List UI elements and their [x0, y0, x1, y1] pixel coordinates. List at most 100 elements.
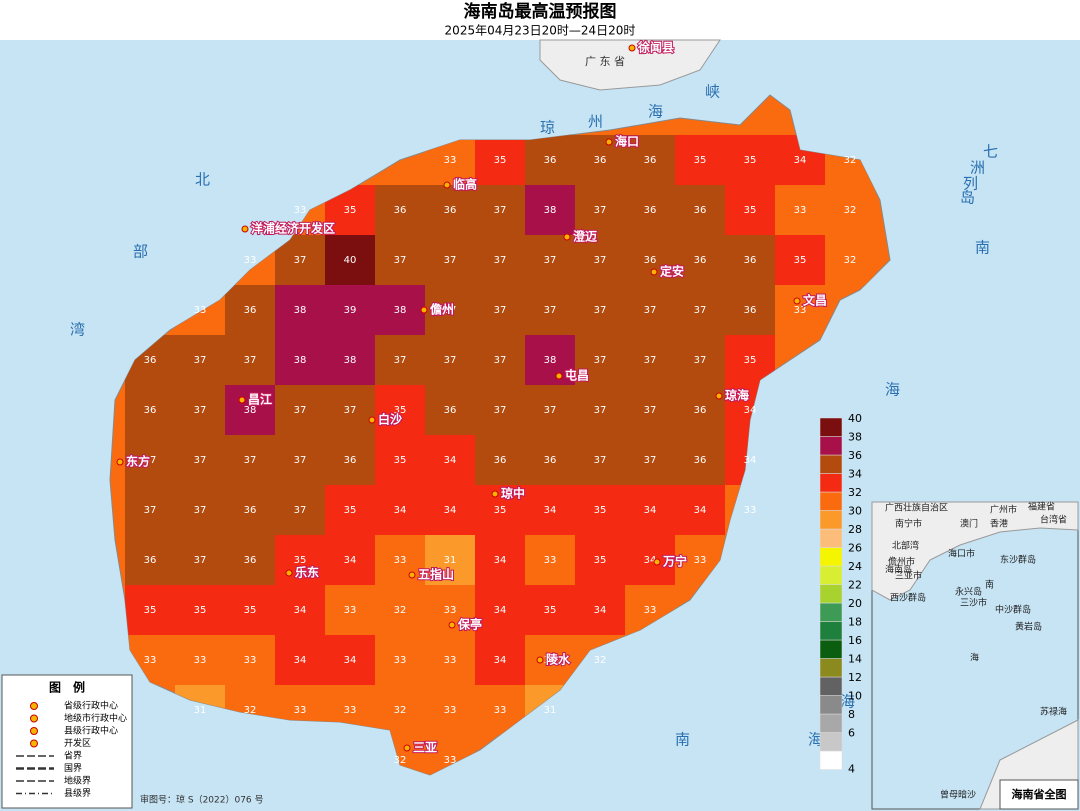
temp-cell: [675, 285, 725, 335]
scale-swatch: [819, 417, 843, 437]
temp-value: 32: [844, 205, 857, 216]
temp-value: 32: [394, 605, 407, 616]
temp-cell: [575, 285, 625, 335]
legend-label: 县级行政中心: [64, 725, 118, 737]
title: 海南岛最高温预报图: [464, 1, 617, 22]
temp-value: 32: [594, 655, 607, 666]
temp-cell: [475, 385, 525, 435]
temp-value: 37: [594, 305, 607, 316]
sea-label: 州: [588, 113, 603, 131]
temp-value: 37: [194, 505, 207, 516]
temp-cell: [525, 635, 575, 685]
sea-label: 南: [675, 731, 690, 749]
temp-cell: [325, 485, 375, 535]
temp-value: 34: [494, 605, 507, 616]
temp-cell: [225, 385, 275, 435]
temp-value: 36: [544, 155, 557, 166]
temp-cell: [475, 135, 525, 185]
temp-value: 31: [194, 705, 207, 716]
place-label: 屯昌: [565, 368, 589, 383]
sea-label: 南: [975, 239, 990, 257]
inset-label: 广州市: [990, 504, 1017, 516]
temp-value: 37: [244, 355, 257, 366]
place-label: 万宁: [662, 554, 687, 569]
temp-value: 35: [194, 605, 207, 616]
temp-value: 33: [444, 755, 457, 766]
temp-cell: [475, 635, 525, 685]
temp-cell: [325, 385, 375, 435]
temp-value: 33: [194, 305, 207, 316]
temp-value: 38: [244, 405, 257, 416]
place-label: 昌江: [248, 392, 272, 407]
temp-cell: [175, 585, 225, 635]
temp-value: 36: [644, 205, 657, 216]
temp-value: 36: [644, 155, 657, 166]
scale-label: 14: [848, 653, 862, 666]
temp-cell: [775, 285, 825, 335]
temp-cell: [625, 485, 675, 535]
place-label: 徐闻县: [637, 40, 674, 55]
temp-cell: [325, 335, 375, 385]
temp-value: 37: [394, 355, 407, 366]
place-dot: [443, 181, 451, 189]
temp-value: 37: [294, 505, 307, 516]
scale-swatch: [819, 510, 843, 530]
temp-cell: [525, 385, 575, 435]
sea-label: 峡: [705, 83, 720, 101]
scale-label: 4: [848, 763, 855, 776]
place-label: 保亭: [457, 617, 482, 632]
temp-value: 36: [144, 355, 157, 366]
temp-value: 38: [544, 205, 557, 216]
temp-value: 32: [394, 705, 407, 716]
legend-symbol: [30, 727, 38, 735]
place-label: 洋浦经济开发区: [251, 221, 335, 236]
temp-value: 34: [494, 655, 507, 666]
temp-value: 33: [344, 705, 357, 716]
temp-value: 32: [844, 155, 857, 166]
place-dot: [403, 744, 411, 752]
scale-swatch: [819, 547, 843, 567]
temp-cell: [375, 385, 425, 435]
temp-cell: [275, 285, 325, 335]
scale-swatch: [819, 713, 843, 733]
scale-swatch: [819, 491, 843, 511]
temp-cell: [375, 635, 425, 685]
temp-cell: [125, 435, 175, 485]
temp-value: 37: [494, 255, 507, 266]
temp-cell: [775, 185, 825, 235]
sea-label: 岛: [960, 189, 975, 207]
temp-cell: [425, 435, 475, 485]
place-label: 琼中: [501, 486, 525, 501]
temp-cell: [425, 685, 475, 735]
temp-value: 35: [594, 505, 607, 516]
scale-label: 28: [848, 523, 862, 536]
temp-value: 37: [594, 355, 607, 366]
temp-value: 37: [444, 355, 457, 366]
place-dot: [793, 297, 801, 305]
temp-value: 37: [494, 205, 507, 216]
temp-cell: [575, 135, 625, 185]
temp-value: 36: [694, 405, 707, 416]
temp-value: 33: [394, 555, 407, 566]
temp-value: 37: [644, 355, 657, 366]
scale-label: 36: [848, 449, 862, 462]
scale-swatch: [819, 732, 843, 752]
temp-value: 33: [194, 655, 207, 666]
legend-symbol: [30, 702, 38, 710]
temp-value: 32: [844, 255, 857, 266]
temp-value: 37: [594, 455, 607, 466]
temp-cell: [725, 285, 775, 335]
place-label: 定安: [660, 264, 684, 279]
inset-label: 三沙市: [960, 597, 987, 609]
temp-cell: [425, 535, 475, 585]
temp-cell: [775, 235, 825, 285]
inset-label: 澳门: [960, 518, 978, 530]
temp-value: 37: [594, 255, 607, 266]
temp-value: 33: [544, 555, 557, 566]
temp-cell: [375, 585, 425, 635]
scale-label: 34: [848, 468, 862, 481]
inset-label: 海: [970, 652, 979, 664]
temp-value: 36: [444, 405, 457, 416]
scale-label: 40: [848, 412, 862, 425]
temp-value: 37: [294, 455, 307, 466]
